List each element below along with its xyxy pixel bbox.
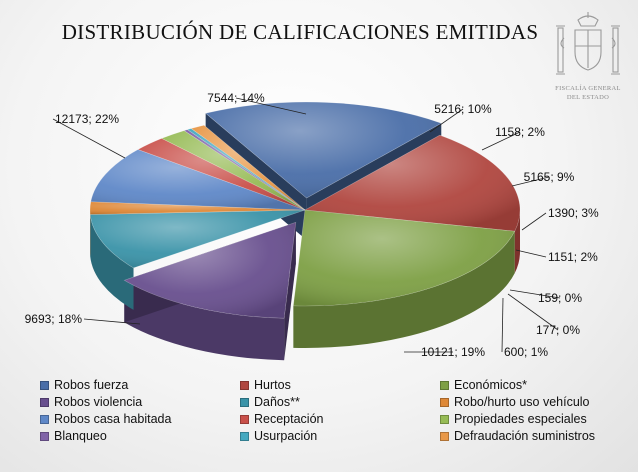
leader-line-3: [235, 97, 307, 115]
legend-swatch-4: [240, 397, 249, 407]
legend-item-4: Daños**: [240, 394, 440, 410]
leader-line-4: [429, 108, 464, 133]
slice-gloss-4: [90, 210, 305, 268]
data-label-4: 5216; 10%: [434, 102, 492, 116]
legend-label-8: Propiedades especiales: [454, 412, 587, 426]
leader-line-11: [501, 297, 504, 353]
legend-label-10: Usurpación: [254, 429, 318, 443]
legend-swatch-8: [440, 414, 449, 424]
legend-item-5: Robo/hurto uso vehículo: [440, 394, 638, 410]
slice-gloss-9: [184, 129, 305, 210]
slice-side-1: [514, 210, 520, 274]
legend-swatch-9: [40, 431, 49, 441]
legend-swatch-7: [240, 414, 249, 424]
legend-item-0: Robos fuerza: [40, 377, 240, 393]
slice-gloss-7: [138, 138, 305, 210]
data-label-7: 1390; 3%: [548, 206, 599, 220]
chart-legend: Robos fuerza Hurtos Económicos* Robos viole…: [40, 377, 638, 444]
pie-chart: 10121; 19% 9693; 18% 12173; 22% 7544; 14% 52…: [25, 91, 599, 361]
slice-gloss-1: [305, 135, 520, 232]
leader-line-1: [83, 318, 141, 325]
legend-swatch-6: [40, 414, 49, 424]
slice-side-4: [90, 214, 134, 310]
legend-label-11: Defraudación suministros: [454, 429, 596, 443]
legend-item-7: Receptación: [240, 411, 440, 427]
chart-title: DISTRIBUCIÓN DE CALIFICACIONES EMITIDAS: [61, 20, 539, 44]
slice-gloss-0: [205, 102, 442, 199]
legend-label-0: Robos fuerza: [54, 378, 129, 392]
legend-swatch-0: [40, 380, 49, 390]
leader-line-2: [52, 118, 126, 159]
data-label-10: 177; 0%: [536, 323, 580, 337]
leader-line-8: [515, 249, 547, 258]
legend-label-4: Daños**: [254, 395, 300, 409]
data-label-3: 7544; 14%: [207, 91, 265, 105]
legend-item-10: Usurpación: [240, 428, 440, 444]
legend-item-2: Económicos*: [440, 377, 638, 393]
slice-side-2: [293, 231, 515, 348]
data-label-8: 1151; 2%: [548, 250, 598, 264]
legend-swatch-11: [440, 431, 449, 441]
data-label-5: 1158; 2%: [495, 125, 545, 139]
leader-line-6: [511, 176, 550, 187]
legend-swatch-1: [240, 380, 249, 390]
data-label-0: 10121; 19%: [421, 345, 485, 359]
slice-gloss-5: [89, 201, 305, 215]
legend-label-2: Económicos*: [454, 378, 527, 392]
legend-label-7: Receptación: [254, 412, 324, 426]
legend-item-1: Hurtos: [240, 377, 440, 393]
legend-swatch-10: [240, 431, 249, 441]
legend-label-6: Robos casa habitada: [54, 412, 172, 426]
coat-of-arms-icon: [556, 12, 620, 75]
slice-gloss-8: [161, 130, 305, 210]
data-label-9: 159; 0%: [538, 291, 582, 305]
legend-label-3: Robos violencia: [54, 395, 143, 409]
data-label-2: 12173; 22%: [55, 112, 119, 126]
leader-line-9: [509, 289, 561, 299]
slice-gloss-6: [90, 149, 305, 210]
slice-gloss-10: [187, 128, 305, 210]
slice-gloss-11: [191, 125, 305, 210]
legend-swatch-2: [440, 380, 449, 390]
legend-swatch-5: [440, 397, 449, 407]
legend-label-9: Blanqueo: [54, 429, 107, 443]
legend-item-6: Robos casa habitada: [40, 411, 240, 427]
slice-gloss-2: [293, 210, 515, 306]
legend-item-11: Defraudación suministros: [440, 428, 638, 444]
logo-caption: FISCALÍA GENERAL DEL ESTADO: [555, 85, 621, 101]
data-label-1: 9693; 18%: [25, 312, 83, 326]
leader-line-7: [521, 212, 547, 231]
legend-item-3: Robos violencia: [40, 394, 240, 410]
legend-label-1: Hurtos: [254, 378, 291, 392]
legend-item-8: Propiedades especiales: [440, 411, 638, 427]
legend-label-5: Robo/hurto uso vehículo: [454, 395, 590, 409]
legend-item-9: Blanqueo: [40, 428, 240, 444]
data-label-6: 5165; 9%: [524, 170, 575, 184]
leader-line-5: [481, 131, 521, 151]
data-label-11: 600; 1%: [504, 345, 548, 359]
leader-line-10: [507, 293, 559, 331]
slice-gloss-3: [124, 222, 296, 319]
legend-swatch-3: [40, 397, 49, 407]
